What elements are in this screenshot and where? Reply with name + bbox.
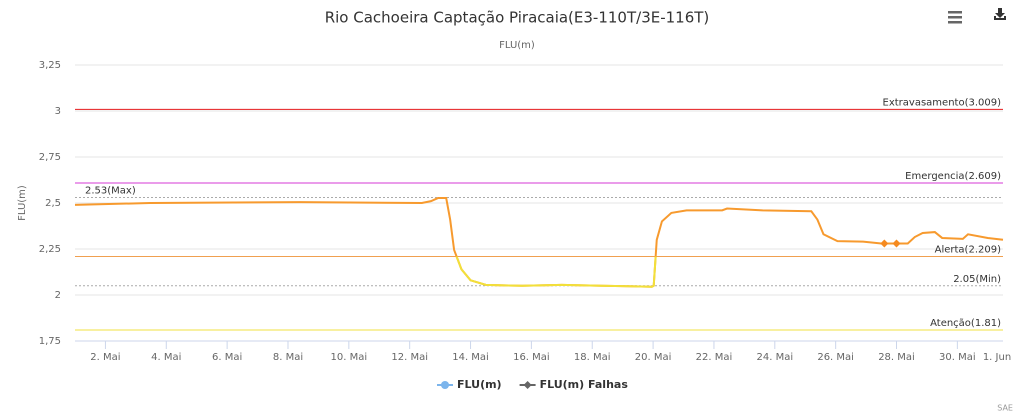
plot-line-label: Extravasamento(3.009): [883, 97, 1002, 108]
x-tick-label: 26. Mai: [817, 352, 854, 363]
plot-line-label: 2.05(Min): [953, 274, 1001, 285]
y-tick-label: 3: [55, 106, 61, 117]
credits: SAE: [997, 404, 1013, 413]
menu-button[interactable]: [948, 11, 962, 24]
legend-symbol: [441, 381, 449, 389]
plot-line-label: Atenção(1.81): [930, 318, 1001, 329]
plot-line-label: 2.53(Max): [85, 185, 136, 196]
x-tick-label: 16. Mai: [513, 352, 550, 363]
plot-line-label: Alerta(2.209): [935, 245, 1001, 256]
y-tick-label: 1,75: [39, 336, 61, 347]
legend-label: FLU(m): [457, 378, 502, 391]
plot-line-label: Emergencia(2.609): [905, 171, 1001, 182]
x-tick-label: 30. Mai: [939, 352, 976, 363]
x-tick-label: 20. Mai: [635, 352, 672, 363]
x-tick-label: 12. Mai: [391, 352, 428, 363]
x-tick-label: 8. Mai: [273, 352, 303, 363]
x-tick-label: 10. Mai: [331, 352, 368, 363]
failure-marker: [892, 239, 901, 248]
chart-title: Rio Cachoeira Captação Piracaia(E3-110T/…: [325, 9, 710, 27]
y-axis-title: FLU(m): [17, 185, 28, 221]
x-tick-label: 24. Mai: [756, 352, 793, 363]
y-tick-label: 3,25: [39, 60, 61, 71]
x-tick-label: 28. Mai: [878, 352, 915, 363]
chart-subtitle: FLU(m): [499, 40, 535, 51]
y-tick-label: 2,25: [39, 244, 61, 255]
y-tick-label: 2,5: [45, 198, 61, 209]
x-tick-label: 4. Mai: [151, 352, 181, 363]
failure-marker: [880, 239, 889, 248]
data-line: [74, 197, 1004, 288]
x-tick-label: 2. Mai: [90, 352, 120, 363]
y-tick-label: 2,75: [39, 152, 61, 163]
x-tick-label: 14. Mai: [452, 352, 489, 363]
legend-label: FLU(m) Falhas: [540, 378, 629, 391]
y-tick-label: 2: [55, 290, 61, 301]
x-tick-label: 6. Mai: [212, 352, 242, 363]
x-tick-label: 18. Mai: [574, 352, 611, 363]
x-tick-label: 1. Jun: [983, 352, 1011, 363]
x-tick-label: 22. Mai: [696, 352, 733, 363]
download-button[interactable]: [994, 8, 1006, 20]
legend-symbol: [523, 381, 532, 389]
